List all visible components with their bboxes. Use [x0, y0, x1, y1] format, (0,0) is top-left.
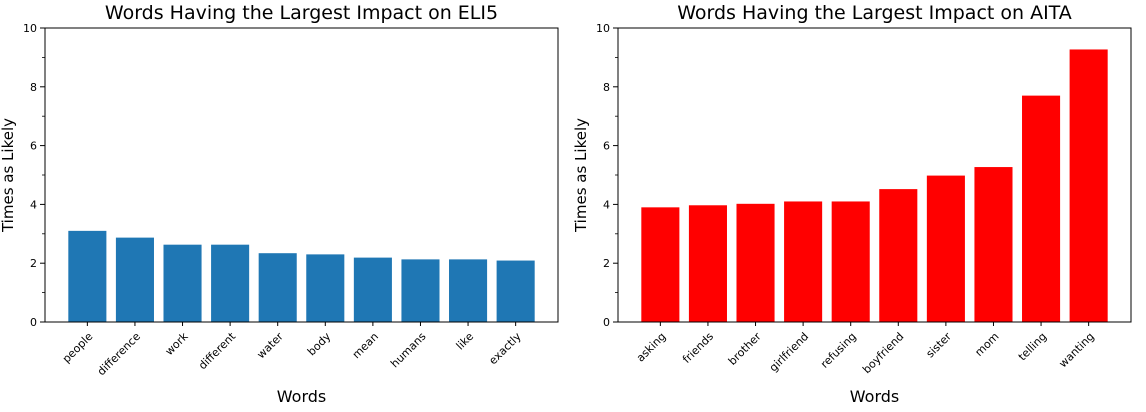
- aita-bar-chart: 0 2 4 6 8 10 asking friends brother girlfriend ref…: [573, 2, 1132, 406]
- y-tick-label: 2: [30, 257, 37, 270]
- bar-friends: [688, 205, 727, 322]
- x-tick-label: water: [254, 330, 286, 362]
- x-tick-label: brother: [726, 330, 764, 368]
- y-tick-label: 0: [603, 316, 610, 329]
- bar-like: [449, 259, 488, 322]
- bar-work: [163, 244, 202, 322]
- x-tick-label: wanting: [1056, 330, 1096, 370]
- x-tick-label: humans: [388, 330, 429, 371]
- x-tick-label: like: [454, 330, 477, 353]
- bar-wanting: [1069, 49, 1108, 323]
- y-tick-label: 0: [30, 316, 37, 329]
- x-axis-label: Words: [850, 387, 899, 406]
- bar-sister: [926, 175, 965, 322]
- y-tick-label: 4: [30, 198, 37, 211]
- eli5-chart-figure: 0 2 4 6 8 10 people difference work different wate…: [0, 2, 559, 406]
- eli5-bar-chart: 0 2 4 6 8 10 people difference work different wate…: [0, 2, 559, 406]
- x-tick-label: mom: [972, 330, 1001, 359]
- bar-mom: [974, 167, 1013, 322]
- x-tick-label: refusing: [818, 330, 859, 371]
- y-tick-label: 6: [603, 140, 610, 153]
- x-tick-label: boyfriend: [860, 330, 906, 376]
- x-tick-label: people: [60, 330, 96, 366]
- x-tick-label: asking: [634, 330, 669, 365]
- bar-difference: [115, 237, 154, 322]
- y-tick-label: 8: [603, 81, 610, 94]
- x-tick-label: friends: [680, 330, 716, 366]
- x-tick-label: different: [196, 329, 239, 372]
- y-axis-label: Times as Likely: [0, 118, 17, 233]
- aita-chart-figure: 0 2 4 6 8 10 asking friends brother girlfriend ref…: [573, 0, 1146, 412]
- bar-different: [211, 244, 250, 322]
- y-axis-label: Times as Likely: [573, 118, 590, 233]
- bar-asking: [641, 207, 680, 322]
- bar-boyfriend: [879, 189, 918, 322]
- y-tick-label: 4: [603, 198, 610, 211]
- x-tick-label: girlfriend: [767, 330, 811, 374]
- bar-people: [68, 230, 107, 322]
- bar-telling: [1022, 95, 1061, 323]
- y-tick-label: 10: [23, 22, 37, 35]
- chart-title: Words Having the Largest Impact on AITA: [677, 2, 1072, 24]
- x-axis-label: Words: [277, 387, 326, 406]
- x-tick-label: telling: [1016, 330, 1049, 363]
- bar-refusing: [831, 201, 870, 322]
- x-tick-label: difference: [95, 330, 143, 378]
- x-tick-label: exactly: [486, 330, 524, 368]
- x-tick-label: work: [163, 329, 191, 357]
- bar-exactly: [496, 260, 535, 322]
- x-tick-label: mean: [350, 330, 381, 361]
- x-tick-label: sister: [924, 330, 955, 361]
- bar-humans: [401, 259, 440, 322]
- y-tick-label: 2: [603, 257, 610, 270]
- bar-water: [258, 253, 297, 322]
- bar-brother: [736, 203, 775, 322]
- chart-title: Words Having the Largest Impact on ELI5: [105, 2, 498, 24]
- bar-body: [306, 254, 345, 322]
- y-tick-label: 10: [596, 22, 610, 35]
- y-tick-label: 8: [30, 81, 37, 94]
- y-tick-label: 6: [30, 140, 37, 153]
- bar-girlfriend: [784, 201, 823, 322]
- x-tick-label: body: [305, 330, 334, 359]
- bar-mean: [353, 257, 392, 322]
